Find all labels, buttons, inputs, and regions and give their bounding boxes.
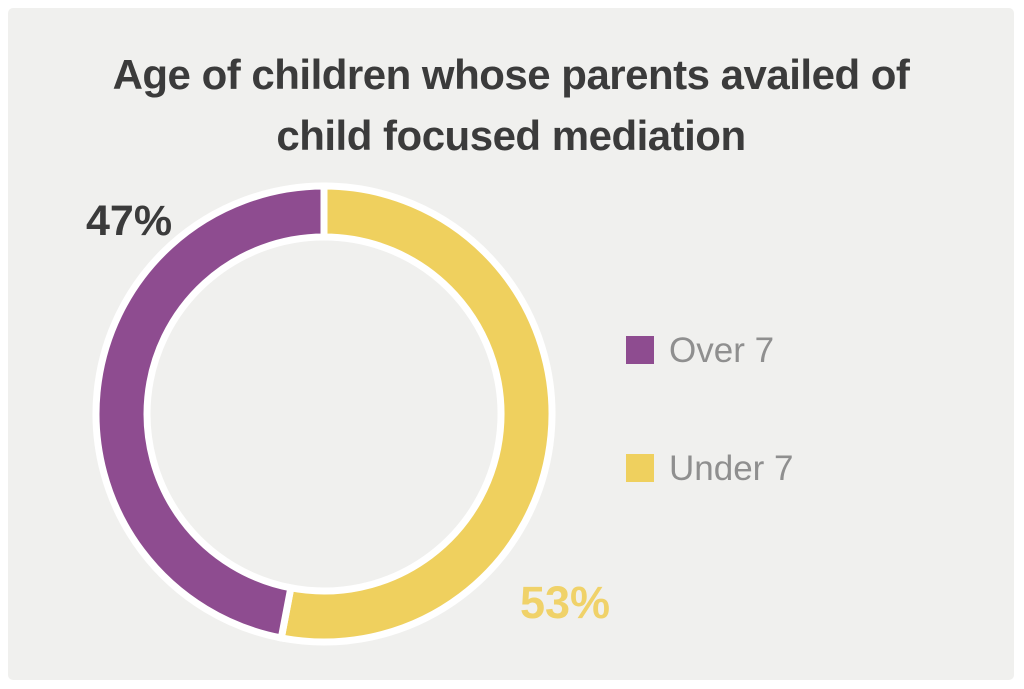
donut-segment-under-7 [277,182,556,646]
legend: Over 7 Under 7 [626,326,794,492]
legend-swatch-under7 [626,454,654,482]
donut-chart [92,182,556,646]
chart-title-line2: child focused mediation [276,112,746,159]
legend-item-over7: Over 7 [626,326,794,374]
donut-segment-over-7 [92,182,328,643]
legend-item-under7: Under 7 [626,444,794,492]
data-label-over7: 47% [86,197,173,245]
legend-swatch-over7 [626,336,654,364]
chart-title: Age of children whose parents availed of… [8,44,1014,166]
chart-title-line1: Age of children whose parents availed of [112,51,910,98]
chart-panel: Age of children whose parents availed of… [8,8,1014,680]
data-label-under7: 53% [520,577,611,628]
legend-label-under7: Under 7 [669,448,794,488]
legend-label-over7: Over 7 [669,330,775,370]
